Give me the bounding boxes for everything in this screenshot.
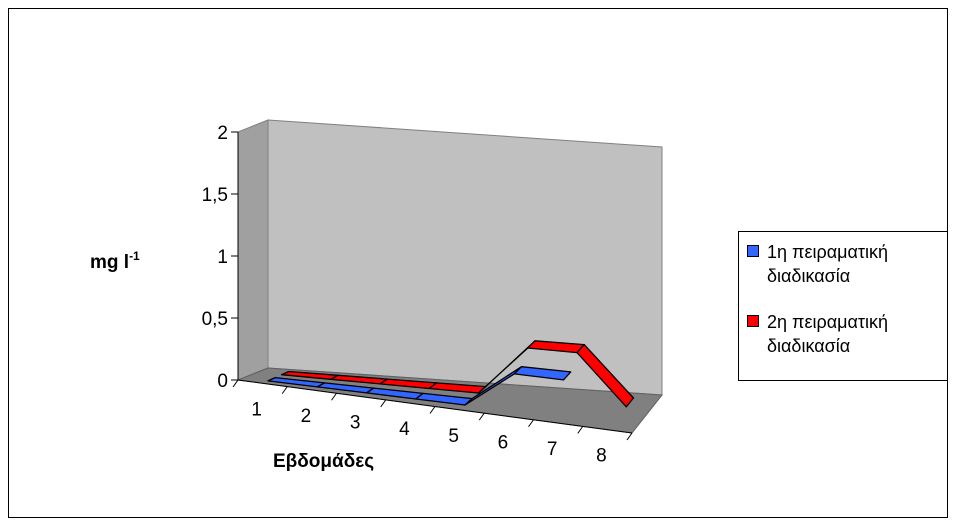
legend-swatch-1 [747, 245, 759, 257]
legend-swatch-2 [747, 315, 759, 327]
x-tick-mark [232, 379, 239, 388]
x-tick-mark [429, 406, 436, 414]
x-tick-label: 6 [498, 432, 509, 453]
x-tick-label: 4 [399, 419, 410, 440]
y-tick-label: 0,5 [202, 309, 228, 330]
series-1-segment [513, 366, 572, 381]
x-tick-label: 2 [301, 406, 312, 427]
x-tick-label: 7 [547, 439, 558, 460]
y-tick-label: 1,5 [202, 185, 228, 206]
legend-label-1: 1η πειραματική διαδικασία [767, 242, 889, 286]
x-tick-mark [331, 392, 337, 401]
legend-label-2: 2η πειραματική διαδικασία [767, 312, 889, 356]
x-tick-label: 3 [350, 413, 361, 434]
y-tick-label: 2 [217, 123, 228, 144]
legend: 1η πειραματική διαδικασία 2η πειραματική … [738, 231, 948, 381]
x-tick-mark [626, 432, 633, 441]
x-tick-mark [478, 412, 485, 421]
x-tick-mark [380, 399, 387, 408]
back-wall [267, 119, 663, 396]
y-tick-label: 0 [217, 371, 228, 392]
x-tick-mark [577, 426, 584, 434]
x-tick-label: 5 [448, 426, 459, 447]
side-wall [237, 119, 269, 381]
x-tick-mark [281, 386, 288, 394]
x-axis-title: Εβδομάδες [273, 451, 374, 472]
x-tick-mark [528, 419, 534, 428]
y-axis-title: mg l-1 [90, 249, 140, 273]
series-2-segment [576, 343, 635, 408]
x-tick-label: 1 [251, 399, 262, 420]
y-tick-label: 1 [217, 247, 228, 268]
x-tick-label: 8 [596, 446, 607, 467]
